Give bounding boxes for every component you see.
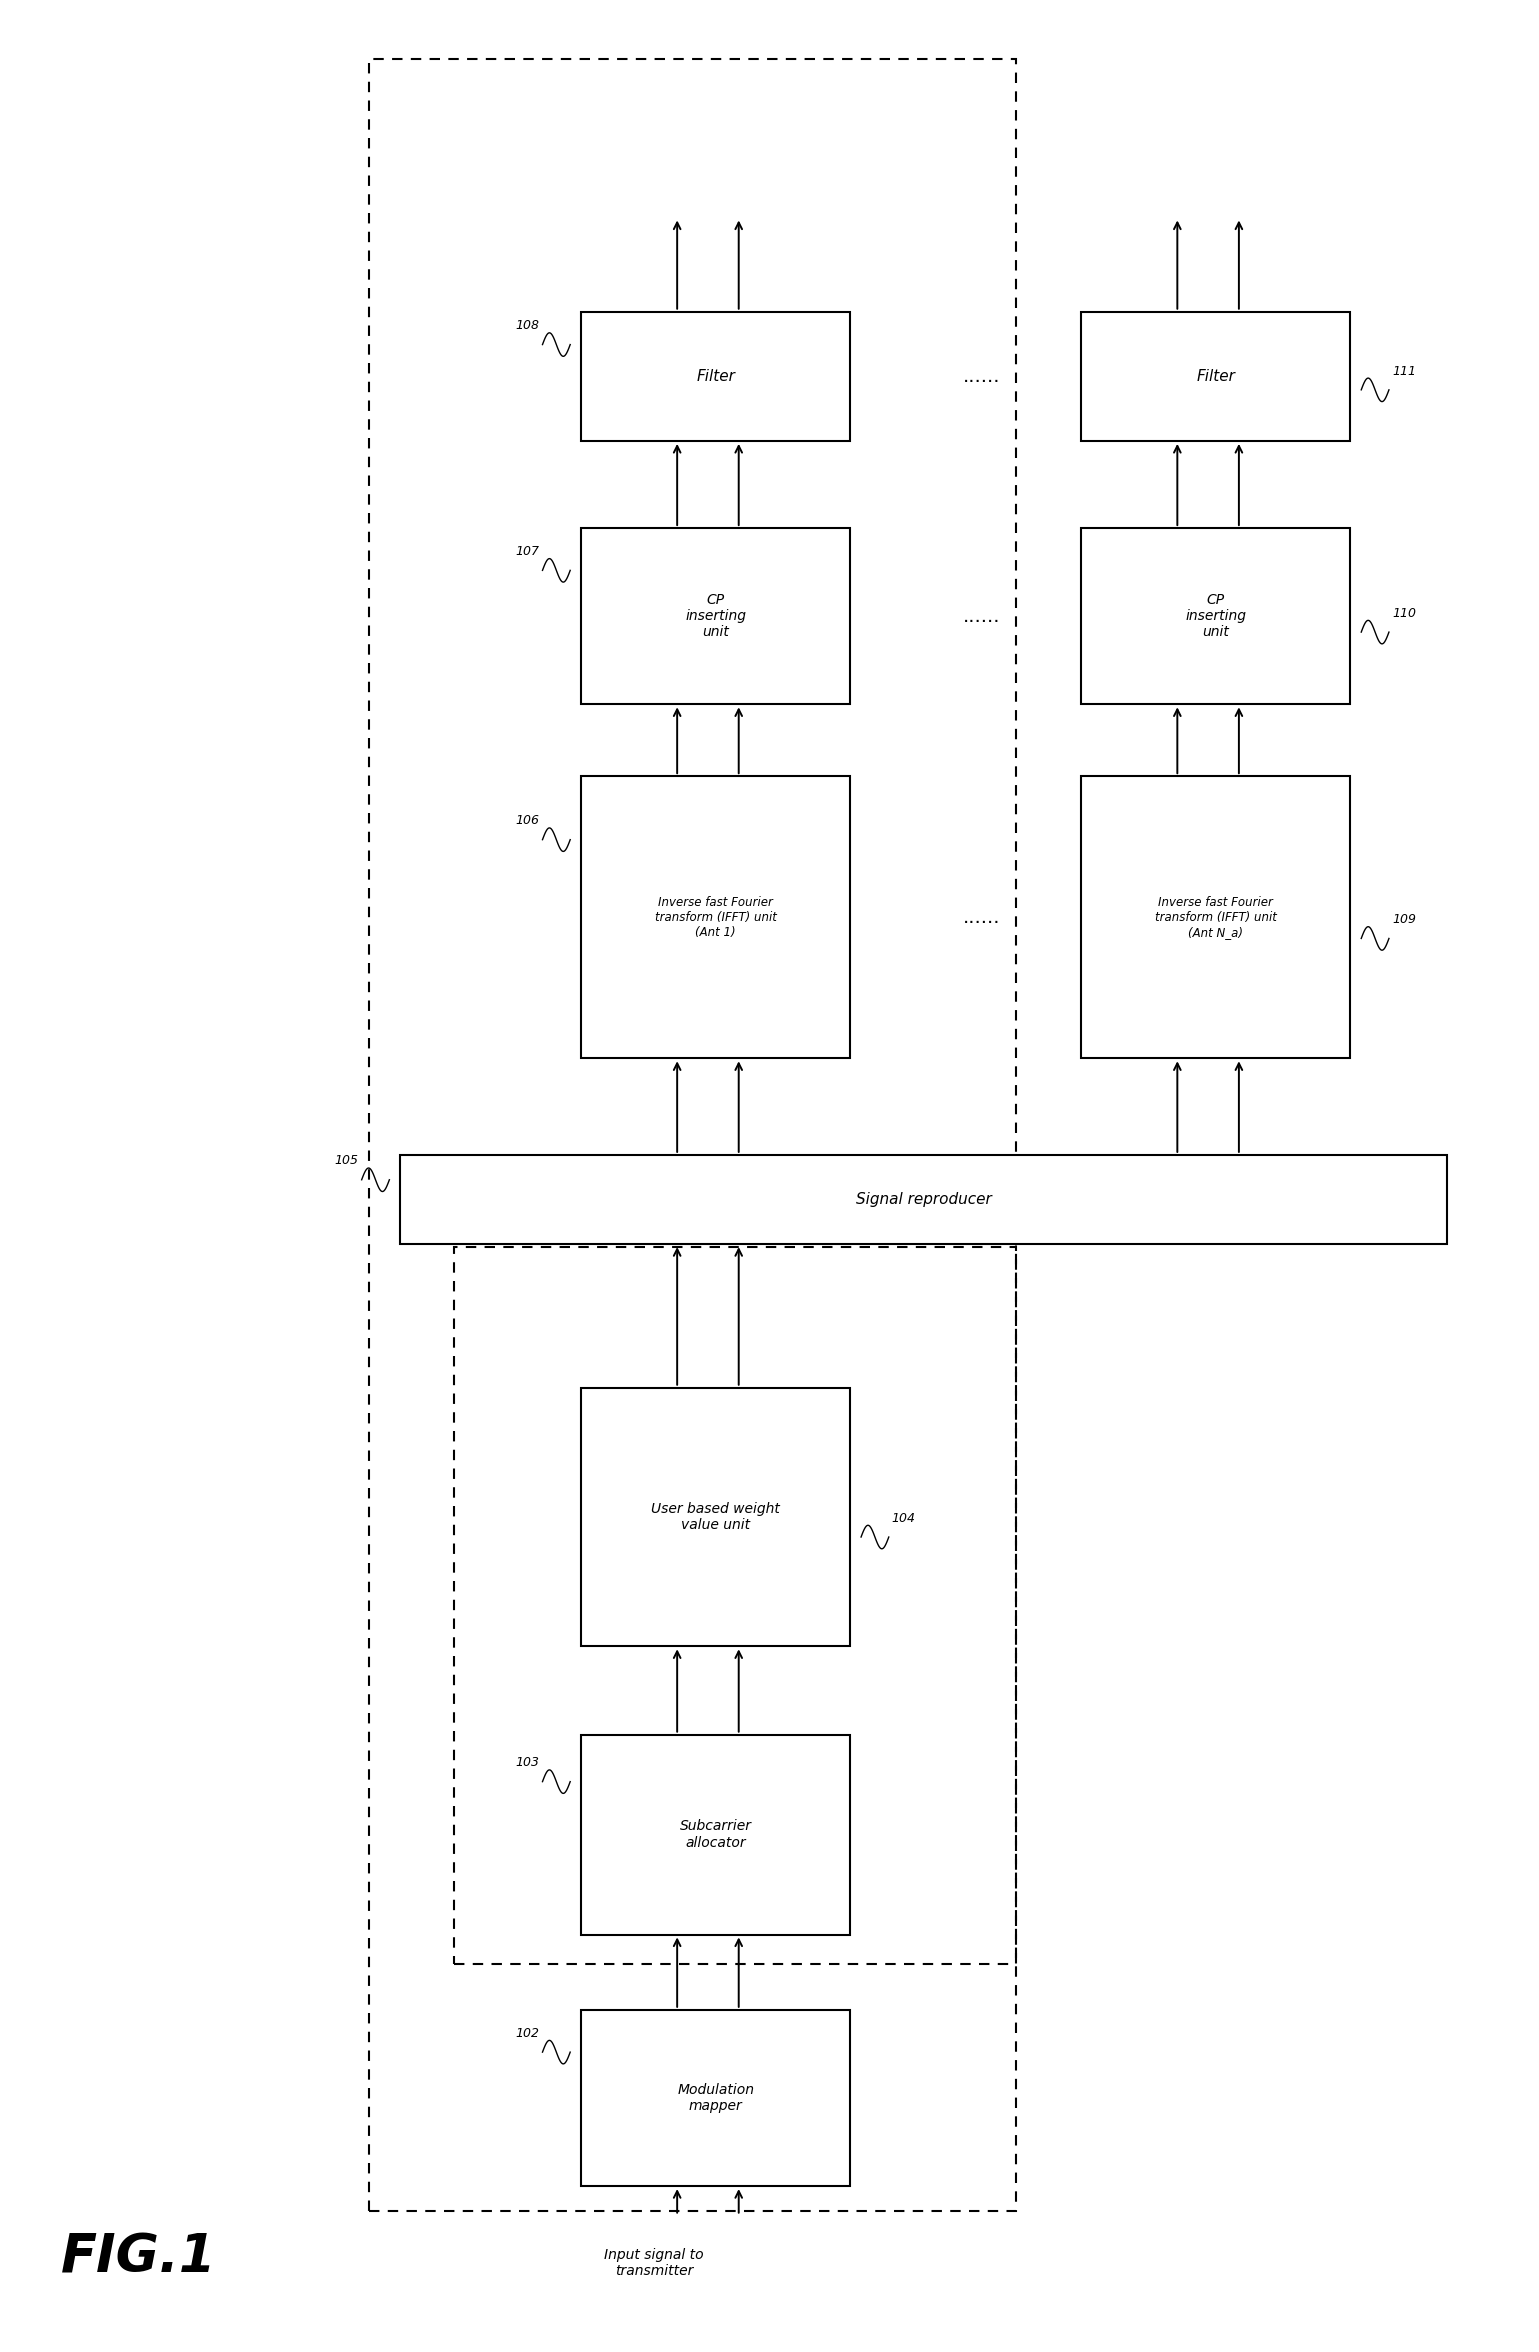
Text: ......: ...... — [963, 367, 1000, 386]
Text: CP
inserting
unit: CP inserting unit — [685, 593, 746, 640]
Text: 103: 103 — [516, 1757, 540, 1769]
Text: 107: 107 — [516, 546, 540, 557]
Bar — [582, 2009, 850, 2187]
Bar — [582, 776, 850, 1058]
Text: Inverse fast Fourier
transform (IFFT) unit
(Ant N_a): Inverse fast Fourier transform (IFFT) un… — [1154, 896, 1277, 938]
Text: 109: 109 — [1391, 913, 1416, 927]
Bar — [1080, 776, 1350, 1058]
Bar — [582, 529, 850, 706]
Bar — [582, 1388, 850, 1646]
Text: 102: 102 — [516, 2027, 540, 2039]
Text: ......: ...... — [963, 908, 1000, 927]
Text: 105: 105 — [334, 1155, 359, 1167]
Text: User based weight
value unit: User based weight value unit — [651, 1503, 780, 1531]
Bar — [454, 1247, 1016, 1964]
Text: CP
inserting
unit: CP inserting unit — [1185, 593, 1247, 640]
Text: ......: ...... — [963, 607, 1000, 626]
Text: Filter: Filter — [696, 369, 736, 383]
Text: 104: 104 — [893, 1512, 916, 1524]
Bar — [369, 59, 1016, 2211]
Text: Input signal to
transmitter: Input signal to transmitter — [605, 2249, 703, 2277]
Text: Signal reproducer: Signal reproducer — [856, 1192, 991, 1207]
Text: 106: 106 — [516, 814, 540, 828]
Bar — [400, 1155, 1447, 1244]
Text: Subcarrier
allocator: Subcarrier allocator — [680, 1820, 751, 1849]
Text: Modulation
mapper: Modulation mapper — [677, 2084, 754, 2112]
Text: 111: 111 — [1391, 365, 1416, 379]
Bar — [1080, 310, 1350, 442]
Text: Filter: Filter — [1196, 369, 1236, 383]
Text: FIG.1: FIG.1 — [60, 2232, 217, 2284]
Bar — [582, 1736, 850, 1933]
Text: Inverse fast Fourier
transform (IFFT) unit
(Ant 1): Inverse fast Fourier transform (IFFT) un… — [654, 896, 777, 938]
Text: 108: 108 — [516, 320, 540, 332]
Bar — [1080, 529, 1350, 706]
Bar — [582, 310, 850, 442]
Text: 110: 110 — [1391, 607, 1416, 621]
